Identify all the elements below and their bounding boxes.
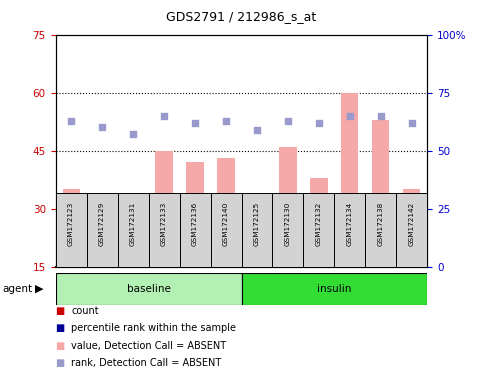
Text: value, Detection Call = ABSENT: value, Detection Call = ABSENT: [71, 341, 226, 351]
Point: [408, 120, 416, 126]
Bar: [242, 273, 427, 305]
Text: GSM172133: GSM172133: [161, 202, 167, 246]
Text: ■: ■: [56, 341, 65, 351]
Point: [129, 131, 137, 137]
Text: GSM172123: GSM172123: [68, 202, 74, 246]
Text: GDS2791 / 212986_s_at: GDS2791 / 212986_s_at: [166, 10, 317, 23]
Bar: [334, 192, 366, 267]
Bar: [248, 220, 266, 267]
Text: GSM172125: GSM172125: [254, 202, 260, 246]
Bar: [242, 192, 272, 267]
Bar: [366, 192, 397, 267]
Text: GSM172130: GSM172130: [285, 202, 291, 246]
Text: GSM172134: GSM172134: [347, 202, 353, 246]
Point: [377, 113, 385, 119]
Text: ▶: ▶: [35, 284, 43, 294]
Point: [315, 120, 323, 126]
Text: GSM172140: GSM172140: [223, 202, 229, 246]
Bar: [403, 189, 421, 267]
Point: [160, 113, 168, 119]
Point: [346, 113, 354, 119]
Text: rank, Detection Call = ABSENT: rank, Detection Call = ABSENT: [71, 358, 221, 368]
Text: insulin: insulin: [317, 284, 352, 294]
Bar: [180, 192, 211, 267]
Point: [284, 118, 292, 124]
Bar: [94, 209, 111, 267]
Text: baseline: baseline: [127, 284, 170, 294]
Bar: [186, 162, 203, 267]
Text: ■: ■: [56, 323, 65, 333]
Text: ■: ■: [56, 306, 65, 316]
Bar: [149, 192, 180, 267]
Point: [191, 120, 199, 126]
Point: [222, 118, 230, 124]
Bar: [56, 192, 86, 267]
Bar: [217, 159, 235, 267]
Bar: [303, 192, 334, 267]
Bar: [372, 120, 389, 267]
Point: [67, 118, 75, 124]
Bar: [156, 151, 172, 267]
Bar: [86, 192, 117, 267]
Text: ■: ■: [56, 358, 65, 368]
Text: GSM172138: GSM172138: [378, 202, 384, 246]
Bar: [280, 147, 297, 267]
Text: GSM172131: GSM172131: [130, 202, 136, 246]
Bar: [117, 192, 149, 267]
Point: [98, 124, 106, 131]
Bar: [341, 93, 358, 267]
Bar: [397, 192, 427, 267]
Text: percentile rank within the sample: percentile rank within the sample: [71, 323, 236, 333]
Text: agent: agent: [2, 284, 32, 294]
Point: [253, 127, 261, 133]
Bar: [125, 236, 142, 267]
Bar: [56, 273, 242, 305]
Text: GSM172129: GSM172129: [99, 202, 105, 246]
Bar: [211, 192, 242, 267]
Bar: [272, 192, 303, 267]
Bar: [62, 189, 80, 267]
Bar: [311, 178, 327, 267]
Text: GSM172136: GSM172136: [192, 202, 198, 246]
Text: GSM172132: GSM172132: [316, 202, 322, 246]
Text: GSM172142: GSM172142: [409, 202, 415, 246]
Text: count: count: [71, 306, 99, 316]
